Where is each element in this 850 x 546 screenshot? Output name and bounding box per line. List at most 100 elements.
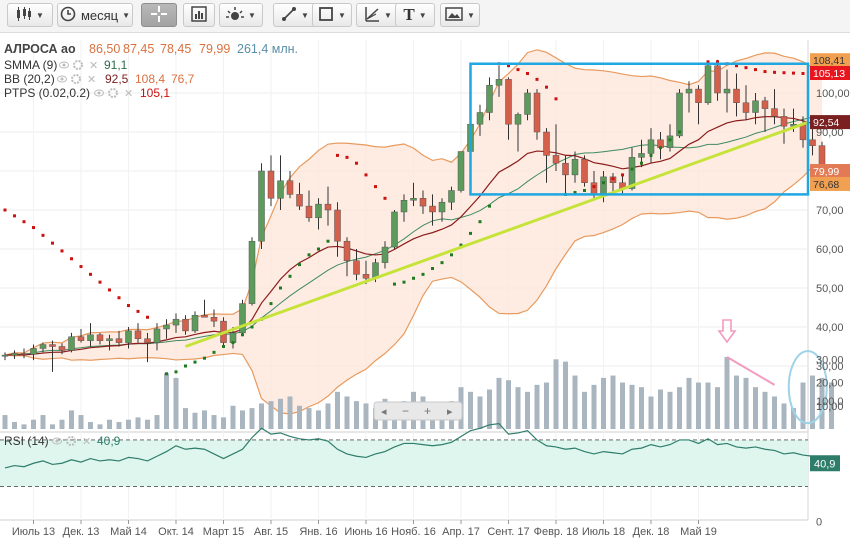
theme-button[interactable]: ▼ xyxy=(219,3,263,27)
ptps-dot xyxy=(184,364,187,368)
candle xyxy=(115,330,123,347)
bb-lower-line xyxy=(4,166,823,415)
volume-tick-label: 30,00 xyxy=(816,354,844,366)
volume-bar xyxy=(648,396,654,429)
ptps-dot xyxy=(374,185,377,189)
consolidation-box xyxy=(469,62,810,196)
ptps-dot xyxy=(326,239,330,243)
indicators-button[interactable] xyxy=(183,3,215,27)
candle-body xyxy=(733,88,740,103)
gear-icon[interactable] xyxy=(66,436,76,446)
rsi-line xyxy=(4,423,823,469)
volume-bar xyxy=(135,417,141,429)
candle xyxy=(714,59,721,101)
image-tool-button[interactable]: ▼ xyxy=(440,3,480,27)
candle xyxy=(353,249,360,281)
ptps-dot xyxy=(345,155,349,159)
volume-bar xyxy=(297,405,302,429)
candle-body xyxy=(353,260,360,275)
candle-body xyxy=(761,100,769,109)
eye-icon[interactable] xyxy=(52,437,62,445)
volume-bar xyxy=(12,422,17,429)
candle xyxy=(1,352,9,361)
ptps-dot xyxy=(678,130,681,134)
candle xyxy=(543,128,550,183)
line-tool-icon xyxy=(281,6,297,25)
ptps-dot xyxy=(602,181,605,185)
candle-body xyxy=(780,116,788,127)
ptps-dot xyxy=(773,70,776,74)
volume-bar xyxy=(753,387,758,429)
candle-body xyxy=(495,79,503,86)
candle xyxy=(495,65,503,97)
volume-bar xyxy=(335,391,340,429)
scroll-right-button[interactable]: ▸ xyxy=(447,406,453,418)
volume-bar xyxy=(544,382,549,429)
bb-upper-line xyxy=(4,49,823,356)
ptps-dot xyxy=(763,70,767,74)
gear-icon[interactable] xyxy=(108,88,118,98)
fibonacci-tool-button[interactable]: ▼ xyxy=(356,3,400,27)
price-badge-bg xyxy=(810,164,850,179)
shape-tool-button[interactable]: ▼ xyxy=(312,3,352,27)
text-tool-button[interactable]: T ▼ xyxy=(395,3,435,27)
period-select[interactable]: месяц ▼ xyxy=(57,3,133,27)
ptps-dot xyxy=(146,315,149,319)
zoom-out-button[interactable]: − xyxy=(402,404,409,418)
close-icon[interactable]: ✕ xyxy=(124,88,133,100)
candle-body xyxy=(87,334,94,341)
candle xyxy=(552,124,560,171)
gear-icon[interactable] xyxy=(73,60,83,70)
scroll-left-button[interactable]: ◂ xyxy=(381,406,387,418)
eye-icon[interactable] xyxy=(59,61,69,69)
ptps-dot xyxy=(298,263,301,267)
candle-body xyxy=(258,170,265,242)
zoom-in-button[interactable]: + xyxy=(424,404,431,418)
close-icon[interactable]: ✕ xyxy=(87,74,96,86)
candle xyxy=(239,299,246,335)
candle-body xyxy=(172,318,180,326)
candle xyxy=(761,96,769,132)
candle-body xyxy=(638,153,645,158)
ptps-dot xyxy=(440,261,444,265)
candle xyxy=(163,319,170,339)
bb-lower-value: 76,7 xyxy=(171,72,195,86)
candle-body xyxy=(248,240,256,304)
volume-bar xyxy=(772,396,777,429)
chart-type-button[interactable]: ▼ xyxy=(7,3,53,27)
volume-bar xyxy=(306,408,312,429)
ptps-dot xyxy=(668,138,672,142)
rsi-badge-bg xyxy=(810,455,840,472)
volume-bar xyxy=(59,419,65,429)
line-tool-button[interactable]: ▼ xyxy=(273,3,317,27)
volume-bar xyxy=(78,415,84,429)
eye-icon[interactable] xyxy=(94,89,104,97)
ptps-dot xyxy=(383,196,387,200)
volume-bar xyxy=(696,382,701,429)
volume-bar xyxy=(88,422,93,429)
volume-bar xyxy=(610,375,616,429)
fibonacci-icon xyxy=(364,6,380,25)
chart-area[interactable]: 30,0040,0050,0060,0070,0080,0090,00100,0… xyxy=(0,32,850,541)
ptps-dot xyxy=(108,288,111,292)
rsi-panel xyxy=(0,423,823,487)
candle xyxy=(286,171,294,199)
zoom-controls[interactable]: ◂ − + ▸ xyxy=(373,401,463,421)
close-icon[interactable]: ✕ xyxy=(89,60,98,72)
eye-icon[interactable] xyxy=(57,75,67,83)
ohlc-close: 79,99 xyxy=(199,42,230,56)
close-icon[interactable]: ✕ xyxy=(82,436,91,448)
gear-icon[interactable] xyxy=(71,74,81,84)
candle-body xyxy=(685,88,693,94)
crosshair-button[interactable] xyxy=(141,3,177,27)
candle xyxy=(476,104,484,136)
ptps-dot xyxy=(317,247,320,251)
ptps-dot xyxy=(421,272,425,276)
ptps-dot xyxy=(801,72,805,75)
price-chart[interactable]: 30,0040,0050,0060,0070,0080,0090,00100,0… xyxy=(0,32,850,541)
zoom-control-bar xyxy=(373,401,463,421)
volume-bar xyxy=(325,403,331,429)
price-tick-label: 30,00 xyxy=(816,361,844,373)
candle-body xyxy=(400,200,408,213)
chevron-down-icon: ▼ xyxy=(338,10,346,20)
